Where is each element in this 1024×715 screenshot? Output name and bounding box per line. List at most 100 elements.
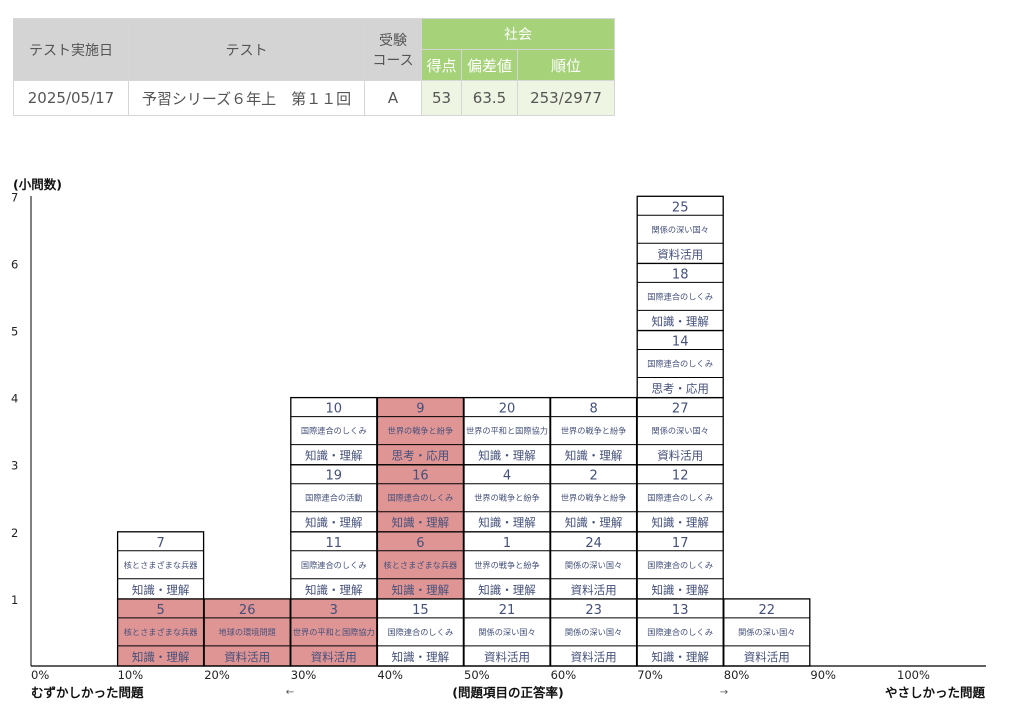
question-cell-box [636, 195, 724, 265]
question-category: 知識・理解 [565, 449, 623, 463]
left-arrow: ← [286, 687, 294, 698]
question-category: 知識・理解 [392, 650, 450, 664]
header-course-line1: 受験 [379, 32, 407, 49]
question-cell-box [636, 262, 724, 332]
header-deviation: 偏差値 [461, 49, 518, 81]
header-subject: 社会 [421, 18, 615, 50]
value-score: 53 [421, 80, 462, 116]
question-category: 思考・応用 [392, 449, 450, 463]
question-category: 知識・理解 [392, 583, 450, 597]
question-cell-box [290, 396, 378, 466]
question-topic: 国際連合のしくみ [301, 426, 367, 436]
chart-cells: 5核とさまざまな兵器知識・理解7核とさまざまな兵器知識・理解26地球の環境問題資… [116, 195, 811, 667]
question-category: 資料活用 [311, 650, 357, 664]
question-topic: 関係の深い国々 [565, 560, 622, 570]
right-arrow: → [720, 687, 728, 698]
question-number: 20 [499, 402, 516, 417]
question-number: 11 [326, 536, 343, 551]
question-category: 知識・理解 [478, 449, 536, 463]
question-number: 3 [330, 603, 338, 618]
question-category: 知識・理解 [565, 516, 623, 530]
score-table: テスト実施日 テスト 受験 コース 社会 得点 偏差値 順位 2025/05/1… [13, 18, 615, 116]
question-cell-box [463, 598, 551, 667]
x-tick-label: 10% [118, 668, 144, 682]
value-rank: 253/2977 [517, 80, 615, 116]
question-topic: 関係の深い国々 [478, 627, 535, 637]
question-topic: 国際連合のしくみ [387, 493, 453, 503]
question-number: 12 [672, 469, 689, 484]
question-category: 知識・理解 [651, 583, 709, 597]
question-number: 23 [585, 603, 602, 618]
question-topic: 地球の環境問題 [219, 627, 276, 637]
header-rank: 順位 [517, 49, 615, 81]
question-topic: 関係の深い国々 [738, 627, 795, 637]
question-number: 14 [672, 335, 689, 350]
question-topic: 国際連合のしくみ [647, 291, 713, 301]
y-axis-label: (小問数) [13, 177, 62, 192]
question-category: 資料活用 [657, 247, 703, 261]
x-tick-label: 0% [31, 668, 49, 682]
question-topic: 核とさまざまな兵器 [124, 560, 198, 570]
question-number: 15 [412, 603, 429, 618]
question-category: 知識・理解 [305, 516, 363, 530]
x-tick-label: 30% [291, 668, 317, 682]
question-topic: 国際連合のしくみ [647, 493, 713, 503]
question-cell-box [376, 464, 465, 533]
question-cell-box [203, 598, 291, 667]
question-topic: 世界の平和と国際協力 [466, 426, 548, 436]
question-number: 8 [589, 402, 597, 417]
question-cell-box [549, 598, 638, 667]
header-date: テスト実施日 [13, 18, 129, 81]
question-category: 知識・理解 [478, 516, 536, 530]
question-cell-box [290, 464, 378, 533]
question-topic: 世界の戦争と紛争 [474, 493, 540, 503]
question-number: 6 [416, 536, 424, 551]
question-topic: 国際連合のしくみ [647, 560, 713, 570]
question-topic: 世界の戦争と紛争 [388, 426, 454, 436]
value-date: 2025/05/17 [13, 80, 129, 116]
x-tick-label: 50% [464, 668, 490, 682]
question-category: 資料活用 [657, 449, 703, 463]
question-topic: 世界の戦争と紛争 [561, 493, 627, 503]
question-number: 5 [156, 603, 164, 618]
accuracy-distribution-chart: (小問数) 5核とさまざまな兵器知識・理解7核とさまざまな兵器知識・理解26地球… [11, 177, 986, 700]
question-number: 13 [672, 603, 689, 618]
question-number: 19 [326, 469, 343, 484]
value-course: A [364, 80, 422, 116]
y-tick-label: 3 [11, 459, 18, 473]
question-category: 知識・理解 [651, 516, 709, 530]
value-test: 予習シリーズ６年上 第１１回 [128, 80, 365, 116]
question-category: 資料活用 [571, 583, 617, 597]
question-cell-box [549, 531, 638, 600]
x-tick-label: 60% [551, 668, 577, 682]
question-cell-box [636, 396, 724, 466]
question-number: 25 [672, 200, 689, 215]
difficult-label: むずかしかった問題 [31, 685, 144, 700]
question-topic: 世界の戦争と紛争 [561, 426, 627, 436]
x-tick-label: 20% [204, 668, 230, 682]
question-cell-box [376, 396, 465, 466]
x-tick-label: 90% [810, 668, 836, 682]
x-tick-label: 100% [897, 668, 930, 682]
question-cell-box [636, 531, 724, 600]
x-tick-label: 40% [377, 668, 403, 682]
question-topic: 国際連合の活動 [305, 493, 362, 503]
question-topic: 国際連合のしくみ [647, 359, 713, 369]
question-cell-box [463, 396, 551, 466]
question-topic: 国際連合のしくみ [301, 560, 367, 570]
question-cell-box [463, 531, 551, 600]
